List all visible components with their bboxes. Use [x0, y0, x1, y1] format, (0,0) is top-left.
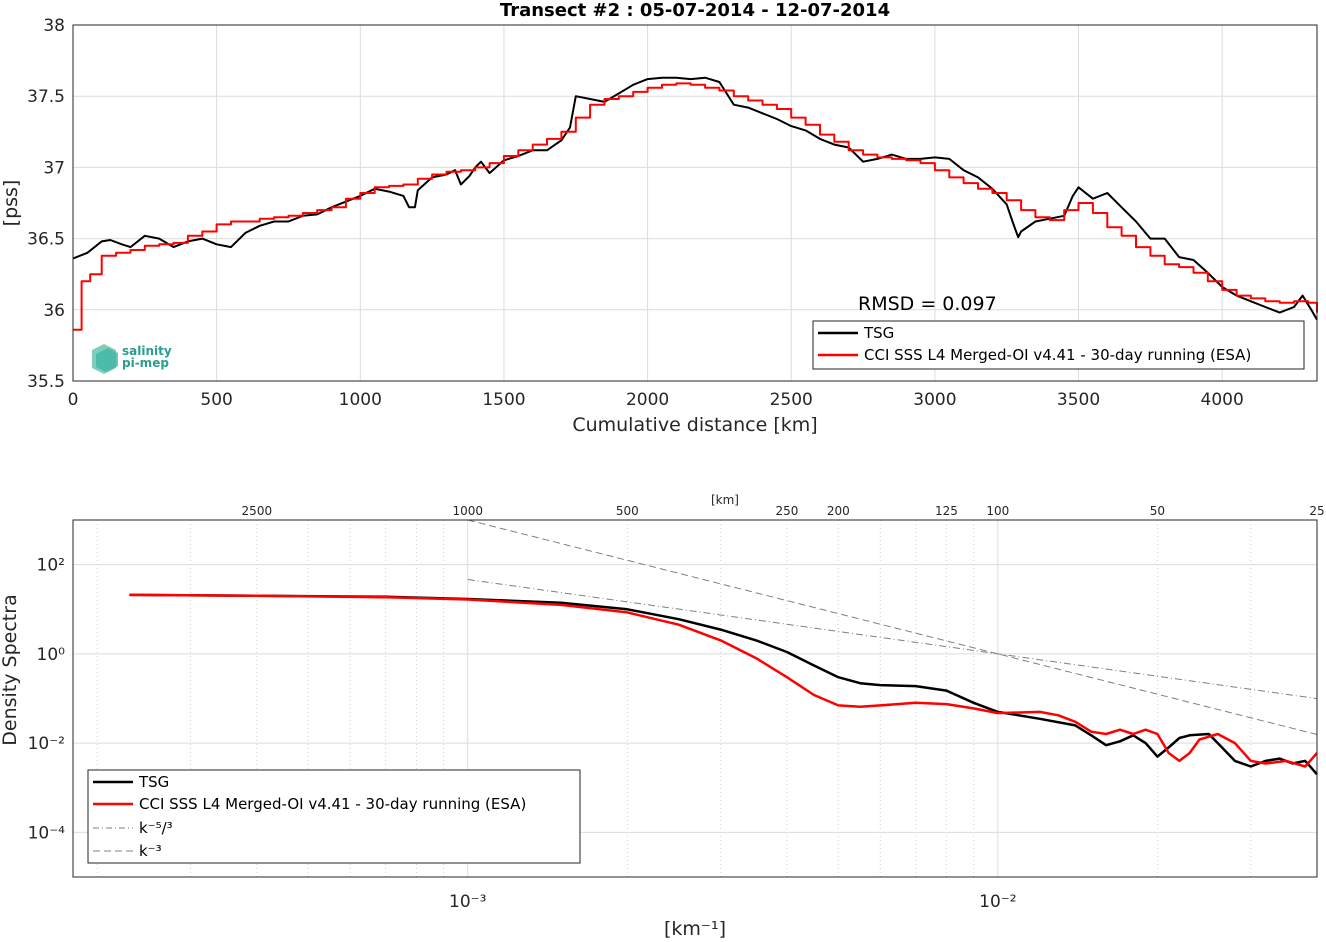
top-x-tick-label: 2500 [770, 390, 813, 410]
top-x-tick-label: 1500 [482, 390, 525, 410]
bottom-series-cci-line [129, 593, 1318, 768]
top-y-axis-label: [pss] [0, 180, 22, 227]
top-x-tick-label: 4000 [1201, 390, 1244, 410]
bottom-x-tick-label: 10⁻³ [449, 892, 486, 912]
transect-chart: Transect #2 : 05-07-2014 - 12-07-2014 0 5… [0, 0, 1318, 436]
rmsd-annotation: RMSD = 0.097 [858, 293, 997, 315]
bottom-legend-cci-label: CCI SSS L4 Merged-OI v4.41 - 30-day runn… [139, 795, 526, 813]
top-km-tick-label: 250 [775, 504, 798, 518]
top-x-axis-label: Cumulative distance [km] [572, 414, 817, 436]
bottom-series-k53-line [467, 579, 1318, 700]
top-x-tick-label: 2000 [626, 390, 669, 410]
logo-text-line2: pi-mep [122, 356, 169, 370]
top-km-tick-label: 500 [616, 504, 639, 518]
top-y-tick-label: 37 [43, 158, 65, 178]
top-tick-labels: 0 500 1000 1500 2000 2500 3000 3500 4000 35.5 36 36… [27, 16, 1244, 410]
top-km-tick-label: 100 [986, 504, 1009, 518]
top-series-tsg-line [72, 76, 1318, 321]
top-legend-cci-label: CCI SSS L4 Merged-OI v4.41 - 30-day runn… [864, 346, 1251, 364]
top-km-tick-label: 200 [827, 504, 850, 518]
bottom-legend: TSG CCI SSS L4 Merged-OI v4.41 - 30-day … [87, 769, 581, 864]
top-series [72, 76, 1318, 331]
top-y-tick-label: 36 [43, 301, 65, 321]
bottom-x-axis-label: [km⁻¹] [664, 918, 726, 940]
bottom-y-tick-label: 10⁻² [28, 734, 65, 754]
bottom-x-tick-label: 10⁻² [979, 892, 1016, 912]
top-legend: TSG CCI SSS L4 Merged-OI v4.41 - 30-day … [812, 320, 1305, 370]
top-km-tick-label: 2500 [242, 504, 273, 518]
top-x-tick-label: 0 [68, 390, 79, 410]
top-x-tick-label: 3000 [913, 390, 956, 410]
top-x-tick-label: 3500 [1057, 390, 1100, 410]
top-x-tick-label: 1000 [339, 390, 382, 410]
top-y-tick-label: 36.5 [27, 230, 65, 250]
bottom-y-tick-label: 10⁰ [37, 645, 66, 665]
bottom-y-tick-label: 10² [37, 556, 65, 576]
top-km-tick-label: 50 [1150, 504, 1165, 518]
logo-text-line1: salinity [122, 344, 172, 358]
bottom-series-k3-line [467, 519, 1318, 735]
top-axes-frame [72, 24, 1318, 382]
spectra-chart: 10⁻³ 10⁻² 10⁻⁴ 10⁻² 10⁰ 10² 2500 1000 500 250 200 1… [0, 493, 1325, 940]
top-legend-box [812, 320, 1305, 370]
top-km-tick-label: 125 [935, 504, 958, 518]
top-y-tick-label: 38 [43, 16, 65, 36]
bottom-series-tsg-line [129, 593, 1318, 776]
bottom-tick-labels: 10⁻³ 10⁻² 10⁻⁴ 10⁻² 10⁰ 10² 2500 1000 500 250 200 1… [28, 504, 1325, 912]
salinity-pi-mep-logo: salinity pi-mep [92, 344, 172, 374]
logo-icon-layer [96, 348, 118, 372]
top-axis-unit-label: [km] [711, 493, 739, 507]
top-km-tick-label: 1000 [452, 504, 483, 518]
top-km-tick-label: 25 [1309, 504, 1324, 518]
top-y-tick-label: 37.5 [27, 87, 65, 107]
bottom-axes-frame [72, 519, 1318, 878]
top-y-tick-label: 35.5 [27, 372, 65, 392]
bottom-y-axis-label: Density Spectra [0, 594, 21, 745]
top-series-cci-line [73, 82, 1318, 331]
top-x-tick-label: 500 [200, 390, 232, 410]
bottom-y-tick-label: 10⁻⁴ [28, 823, 66, 843]
chart-title: Transect #2 : 05-07-2014 - 12-07-2014 [500, 0, 890, 21]
bottom-legend-tsg-label: TSG [138, 773, 169, 791]
bottom-legend-k53-label: k⁻⁵/³ [139, 819, 173, 837]
top-legend-tsg-label: TSG [863, 324, 894, 342]
bottom-legend-box [87, 769, 581, 864]
bottom-legend-k3-label: k⁻³ [139, 842, 162, 860]
bottom-series [129, 519, 1318, 776]
